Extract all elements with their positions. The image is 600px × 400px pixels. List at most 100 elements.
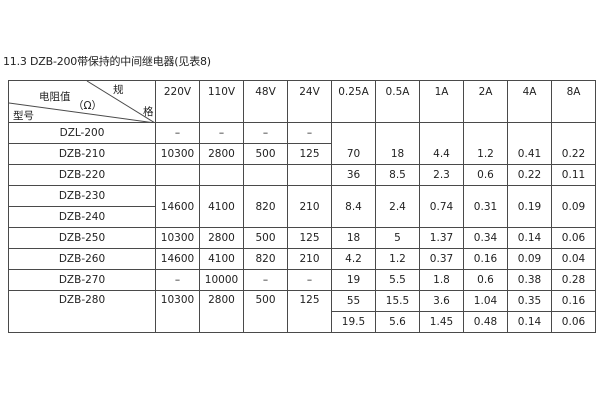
- table-row: DZB-250 10300 2800 500 125 18 5 1.37 0.34 0.14 0.0…: [8, 227, 596, 249]
- current-resistance-cell: 1.45: [419, 311, 464, 333]
- current-resistance-cell: 0.16: [463, 248, 508, 270]
- current-resistance-cell: 0.04: [551, 248, 596, 270]
- column-header: 110V: [199, 80, 244, 123]
- table-row: DZB-220 36 8.5 2.3 0.6 0.22 0.11: [8, 164, 596, 186]
- column-header: 2A: [463, 80, 508, 123]
- current-resistance-cell: 0.11: [551, 164, 596, 186]
- current-resistance-cell: 0.38: [507, 269, 552, 291]
- current-resistance-cell: 5: [375, 227, 420, 249]
- voltage-resistance-cell: –: [287, 122, 332, 144]
- current-resistance-cell: 1.2: [463, 122, 508, 165]
- voltage-resistance-cell: 2800: [199, 143, 244, 165]
- document-title: 11.3 DZB-200带保持的中间继电器(见表8): [3, 55, 211, 68]
- voltage-resistance-cell: 125: [287, 227, 332, 249]
- current-resistance-cell: 0.37: [419, 248, 464, 270]
- current-resistance-cell: 0.22: [507, 164, 552, 186]
- voltage-resistance-cell: 14600: [155, 185, 200, 228]
- table-row: DZB-260 14600 4100 820 210 4.2 1.2 0.37 0.16 0.09…: [8, 248, 596, 270]
- column-header: 8A: [551, 80, 596, 123]
- column-header: 4A: [507, 80, 552, 123]
- current-resistance-cell: 8.5: [375, 164, 420, 186]
- voltage-resistance-cell: –: [243, 269, 288, 291]
- model-cell: DZB-280: [8, 290, 156, 333]
- current-resistance-cell: 0.28: [551, 269, 596, 291]
- current-resistance-cell: 0.74: [419, 185, 464, 228]
- voltage-resistance-cell: 820: [243, 248, 288, 270]
- model-cell: DZB-270: [8, 269, 156, 291]
- current-resistance-cell: 4.4: [419, 122, 464, 165]
- voltage-resistance-cell: –: [287, 269, 332, 291]
- voltage-resistance-cell: 4100: [199, 185, 244, 228]
- voltage-resistance-cell: [155, 164, 200, 186]
- current-resistance-cell: 0.6: [463, 164, 508, 186]
- column-header: 48V: [243, 80, 288, 123]
- current-resistance-cell: 0.31: [463, 185, 508, 228]
- voltage-resistance-cell: [243, 164, 288, 186]
- current-resistance-cell: 1.37: [419, 227, 464, 249]
- voltage-resistance-cell: 2800: [199, 290, 244, 333]
- voltage-resistance-cell: 10300: [155, 143, 200, 165]
- current-resistance-cell: 4.2: [331, 248, 376, 270]
- voltage-resistance-cell: 2800: [199, 227, 244, 249]
- voltage-resistance-cell: –: [199, 122, 244, 144]
- column-header: 220V: [155, 80, 200, 123]
- table-row: DZL-200– – – –70 18 4.4 1.2 0.41 0.22: [8, 122, 596, 165]
- table-header-row: 规 电阻值 （Ω） 格 型号 220V 110V 48V 24V 0.25A 0.5A 1A…: [8, 80, 596, 123]
- model-cell: DZB-250: [8, 227, 156, 249]
- column-header: 0.25A: [331, 80, 376, 123]
- model-cell: DZB-210: [8, 143, 156, 165]
- model-cell: DZB-260: [8, 248, 156, 270]
- current-resistance-cell: 19.5: [331, 311, 376, 333]
- current-resistance-cell: 19: [331, 269, 376, 291]
- model-cell: DZB-240: [8, 206, 156, 228]
- voltage-resistance-cell: 210: [287, 248, 332, 270]
- voltage-resistance-cell: 4100: [199, 248, 244, 270]
- corner-model: 型号: [13, 110, 34, 122]
- table-row: DZB-280 10300 2800 500 125 55 15.5 3.6 1.04 0.35 0…: [8, 290, 596, 333]
- current-resistance-cell: 70: [331, 122, 376, 165]
- voltage-resistance-cell: 10300: [155, 227, 200, 249]
- current-resistance-cell: 0.41: [507, 122, 552, 165]
- model-cell: DZB-220: [8, 164, 156, 186]
- current-resistance-cell: 0.35: [507, 290, 552, 312]
- current-resistance-cell: 0.34: [463, 227, 508, 249]
- current-resistance-cell: 1.04: [463, 290, 508, 312]
- current-resistance-cell: 0.09: [507, 248, 552, 270]
- current-resistance-cell: 3.6: [419, 290, 464, 312]
- current-resistance-cell: 15.5: [375, 290, 420, 312]
- current-resistance-cell: 55: [331, 290, 376, 312]
- voltage-resistance-cell: 820: [243, 185, 288, 228]
- current-resistance-cell: 0.06: [551, 311, 596, 333]
- voltage-resistance-cell: 500: [243, 227, 288, 249]
- current-resistance-cell: 2.4: [375, 185, 420, 228]
- current-resistance-cell: 0.09: [551, 185, 596, 228]
- current-resistance-cell: 18: [375, 122, 420, 165]
- table-row: 19.5 5.6 1.45 0.48 0.14 0.06: [9, 311, 596, 333]
- current-resistance-cell: 0.22: [551, 122, 596, 165]
- current-resistance-cell: 0.14: [507, 311, 552, 333]
- voltage-resistance-cell: 125: [287, 143, 332, 165]
- voltage-resistance-cell: [199, 164, 244, 186]
- model-cell: DZL-200: [8, 122, 156, 144]
- voltage-resistance-cell: 10000: [199, 269, 244, 291]
- model-cell: DZB-230: [8, 185, 156, 207]
- voltage-resistance-cell: 500: [243, 290, 288, 333]
- corner-unit: （Ω）: [73, 100, 103, 112]
- column-header: 24V: [287, 80, 332, 123]
- corner-spec-top: 规: [113, 84, 124, 96]
- voltage-resistance-cell: –: [155, 122, 200, 144]
- table-row: DZB-230 14600 4100 820 210 8.4 2.4 0.74 0.31 0.19…: [8, 185, 596, 228]
- column-header: 0.5A: [375, 80, 420, 123]
- voltage-resistance-cell: 10300: [155, 290, 200, 333]
- current-resistance-cell: 18: [331, 227, 376, 249]
- diagonal-lines: [9, 81, 155, 123]
- current-resistance-cell: 1.2: [375, 248, 420, 270]
- voltage-resistance-cell: 500: [243, 143, 288, 165]
- corner-resistance: 电阻值: [39, 91, 71, 103]
- voltage-resistance-cell: 210: [287, 185, 332, 228]
- current-resistance-cell: 0.16: [551, 290, 596, 312]
- current-resistance-cell: 8.4: [331, 185, 376, 228]
- corner-spec-right: 格: [143, 106, 154, 118]
- corner-header-cell: 规 电阻值 （Ω） 格 型号: [8, 80, 156, 123]
- table-row: DZB-210 10300 2800 500 125: [8, 143, 596, 165]
